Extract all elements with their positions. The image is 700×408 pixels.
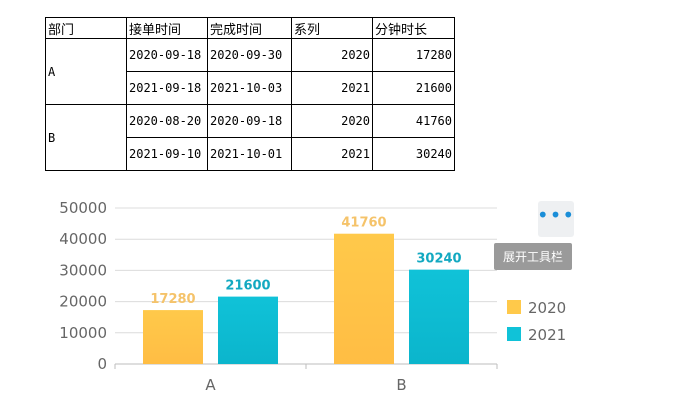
toolbar-tooltip: 展开工具栏 (494, 243, 572, 270)
x-category-label: A (205, 376, 216, 394)
bar-a-2021 (218, 296, 278, 364)
table-row: B 2020-08-20 2020-09-18 2020 41760 (45, 104, 455, 171)
legend-label: 2020 (528, 299, 566, 317)
order-time-cell: 2021-09-10 (126, 137, 208, 171)
y-tick-label: 0 (97, 355, 107, 373)
table-row: 2021-09-18 2021-10-03 2021 21600 (46, 71, 455, 105)
expand-toolbar-button[interactable]: ••• (536, 201, 576, 237)
table-row: 2021-09-10 2021-10-01 2021 30240 (46, 137, 455, 171)
duration-cell: 30240 (372, 137, 455, 171)
header-order-time: 接单时间 (126, 17, 208, 39)
duration-cell: 17280 (372, 38, 455, 72)
finish-time-cell: 2020-09-30 (207, 38, 292, 72)
finish-time-cell: 2021-10-03 (207, 71, 292, 105)
dept-cell: A (45, 38, 127, 105)
x-category-label: B (396, 376, 406, 394)
header-series: 系列 (291, 17, 373, 39)
finish-time-cell: 2020-09-18 (207, 104, 292, 138)
more-dots-icon: ••• (536, 203, 576, 227)
series-cell: 2021 (291, 71, 373, 105)
bar-value-label: 30240 (416, 252, 461, 267)
bar-chart: 0 10000 20000 30000 40000 50000 17280 21600 A 417… (59, 199, 566, 394)
bar-b-2021 (409, 269, 469, 364)
order-time-cell: 2020-09-18 (126, 38, 208, 72)
series-cell: 2020 (291, 38, 373, 72)
table-row: A 2020-09-18 2020-09-30 2020 17280 (45, 38, 455, 105)
legend-swatch-2021 (507, 327, 521, 341)
order-time-cell: 2020-08-20 (126, 104, 208, 138)
header-duration: 分钟时长 (372, 17, 455, 39)
table-header-row: 部门 接单时间 完成时间 系列 分钟时长 (45, 17, 455, 39)
bar-value-label: 41760 (341, 216, 386, 231)
y-tick-label: 10000 (59, 324, 107, 342)
data-table: 部门 接单时间 完成时间 系列 分钟时长 A 2020-09-18 2020-0… (45, 17, 455, 171)
duration-cell: 21600 (372, 71, 455, 105)
series-cell: 2020 (291, 104, 373, 138)
series-cell: 2021 (291, 137, 373, 171)
bar-b-2020 (334, 233, 394, 364)
order-time-cell: 2021-09-18 (126, 71, 208, 105)
header-dept: 部门 (45, 17, 127, 39)
y-tick-label: 30000 (59, 261, 107, 279)
header-finish-time: 完成时间 (207, 17, 292, 39)
bar-a-2020 (143, 310, 203, 364)
y-tick-label: 40000 (59, 230, 107, 248)
dept-cell: B (45, 104, 127, 171)
bar-value-label: 17280 (150, 292, 195, 307)
duration-cell: 41760 (372, 104, 455, 138)
bar-value-label: 21600 (225, 279, 270, 294)
y-tick-label: 50000 (59, 199, 107, 217)
legend-label: 2021 (528, 326, 566, 344)
finish-time-cell: 2021-10-01 (207, 137, 292, 171)
legend-swatch-2020 (507, 300, 521, 314)
y-tick-label: 20000 (59, 293, 107, 311)
